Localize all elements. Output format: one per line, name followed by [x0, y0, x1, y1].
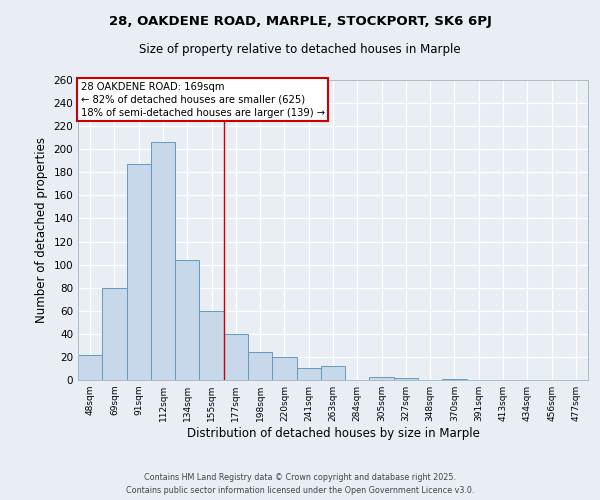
Y-axis label: Number of detached properties: Number of detached properties: [35, 137, 48, 323]
Text: 28 OAKDENE ROAD: 169sqm
← 82% of detached houses are smaller (625)
18% of semi-d: 28 OAKDENE ROAD: 169sqm ← 82% of detache…: [80, 82, 325, 118]
Bar: [296, 368, 321, 380]
Bar: [394, 378, 418, 380]
Bar: [272, 357, 296, 380]
Bar: [248, 352, 272, 380]
Bar: [102, 288, 127, 380]
Bar: [127, 164, 151, 380]
Bar: [78, 354, 102, 380]
Bar: [151, 142, 175, 380]
Text: Contains public sector information licensed under the Open Government Licence v3: Contains public sector information licen…: [126, 486, 474, 495]
X-axis label: Distribution of detached houses by size in Marple: Distribution of detached houses by size …: [187, 427, 479, 440]
Bar: [370, 376, 394, 380]
Text: Contains HM Land Registry data © Crown copyright and database right 2025.: Contains HM Land Registry data © Crown c…: [144, 472, 456, 482]
Bar: [442, 379, 467, 380]
Text: 28, OAKDENE ROAD, MARPLE, STOCKPORT, SK6 6PJ: 28, OAKDENE ROAD, MARPLE, STOCKPORT, SK6…: [109, 15, 491, 28]
Text: Size of property relative to detached houses in Marple: Size of property relative to detached ho…: [139, 42, 461, 56]
Bar: [321, 366, 345, 380]
Bar: [175, 260, 199, 380]
Bar: [199, 311, 224, 380]
Bar: [224, 334, 248, 380]
